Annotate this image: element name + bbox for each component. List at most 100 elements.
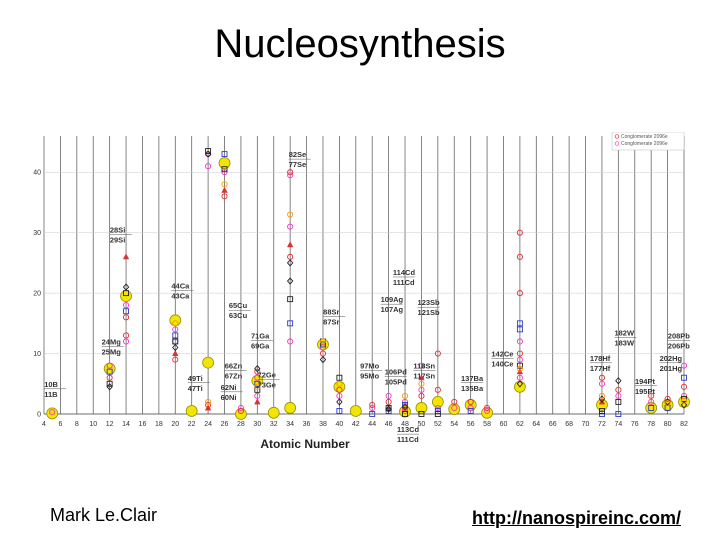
x-tick-label: 16	[139, 421, 147, 428]
data-point	[284, 402, 297, 414]
isotope-label: 67Zn	[225, 372, 243, 381]
data-point	[369, 404, 376, 412]
x-tick-label: 40	[335, 421, 343, 428]
data-point	[221, 169, 228, 176]
data-point	[254, 364, 261, 373]
data-point	[418, 374, 425, 381]
x-tick-label: 72	[598, 421, 606, 428]
data-point	[615, 386, 622, 393]
data-point	[598, 411, 605, 417]
data-point	[451, 398, 458, 405]
data-point	[516, 253, 523, 260]
data-point	[369, 411, 376, 417]
isotope-label: 66Zn	[225, 362, 243, 371]
data-point	[122, 253, 130, 260]
data-point	[205, 163, 212, 170]
isotope-label: 60Ni	[221, 393, 237, 402]
data-point	[218, 157, 231, 170]
data-point	[336, 386, 343, 393]
y-tick-label: 20	[33, 291, 41, 298]
x-tick-label: 38	[319, 421, 327, 428]
isotope-label: 107Ag	[381, 305, 404, 314]
data-point	[401, 403, 409, 411]
x-tick-label: 6	[58, 421, 62, 428]
data-point	[418, 380, 425, 387]
website-link[interactable]: http://nanospireinc.com/	[472, 508, 682, 528]
data-point	[385, 405, 392, 411]
isotope-label: 49Ti	[188, 374, 203, 383]
data-point	[418, 386, 425, 393]
data-point	[106, 362, 113, 369]
data-point	[106, 368, 113, 375]
data-point	[254, 374, 261, 381]
data-point	[237, 407, 244, 415]
x-tick-label: 18	[155, 421, 163, 428]
author-name: Mark Le.Clair	[50, 505, 158, 525]
data-point	[615, 392, 622, 399]
x-tick-label: 80	[664, 421, 672, 428]
data-point	[106, 383, 113, 391]
data-point	[402, 411, 408, 417]
isotope-label: 182W	[614, 328, 635, 337]
data-point	[286, 259, 294, 267]
data-point	[172, 350, 179, 357]
isotope-label: 97Mo	[360, 362, 380, 371]
data-point	[221, 181, 228, 188]
data-point	[172, 326, 179, 333]
data-point	[172, 332, 179, 339]
data-point	[205, 148, 212, 155]
isotope-label: 28Si	[110, 226, 125, 235]
data-point	[516, 338, 523, 345]
isotope-label: 135Ba	[461, 384, 484, 393]
data-point	[402, 401, 408, 408]
data-point	[204, 150, 212, 158]
slide-title: Nucleosynthesis	[214, 22, 506, 66]
x-tick-label: 62	[516, 421, 524, 428]
data-point	[680, 397, 688, 404]
data-point	[516, 356, 523, 363]
data-point	[648, 398, 655, 405]
x-tick-label: 78	[647, 421, 655, 428]
isotope-label: 95Mo	[360, 372, 380, 381]
data-point	[221, 186, 228, 193]
x-tick-label: 12	[106, 421, 114, 428]
data-point	[467, 404, 474, 412]
isotope-label: 178Hf	[590, 354, 611, 363]
data-point	[598, 374, 605, 381]
data-point	[106, 380, 113, 387]
data-point	[598, 380, 605, 387]
data-point	[615, 377, 622, 385]
isotope-label: 63Cu	[229, 311, 248, 320]
x-tick-label: 44	[368, 421, 376, 428]
isotope-label: 62Ni	[221, 383, 237, 392]
data-point	[221, 151, 228, 158]
x-tick-label: 30	[253, 421, 261, 428]
data-point	[287, 296, 294, 303]
isotope-label: 43Ca	[171, 291, 190, 300]
isotope-label: 11B	[44, 390, 58, 399]
data-point	[185, 405, 198, 417]
data-point	[287, 211, 294, 218]
data-point	[664, 400, 671, 407]
data-point	[516, 229, 523, 236]
x-tick-label: 42	[352, 421, 360, 428]
data-point	[287, 169, 294, 176]
data-point	[336, 380, 343, 387]
data-point	[401, 392, 409, 399]
data-point	[415, 402, 428, 414]
data-point	[254, 398, 261, 405]
x-tick-label: 82	[680, 421, 688, 428]
data-point	[484, 407, 491, 415]
legend-marker	[614, 134, 620, 139]
isotope-label: 113Cd	[397, 425, 420, 434]
data-point	[615, 411, 622, 417]
data-point	[481, 406, 493, 419]
x-tick-label: 48	[401, 421, 409, 428]
data-point	[286, 241, 294, 248]
y-tick-label: 10	[33, 351, 41, 358]
isotope-label: 82Se	[289, 150, 307, 159]
data-point	[401, 407, 409, 415]
data-point	[680, 383, 688, 390]
x-tick-label: 36	[303, 421, 311, 428]
isotope-label: 177Hf	[590, 364, 611, 373]
